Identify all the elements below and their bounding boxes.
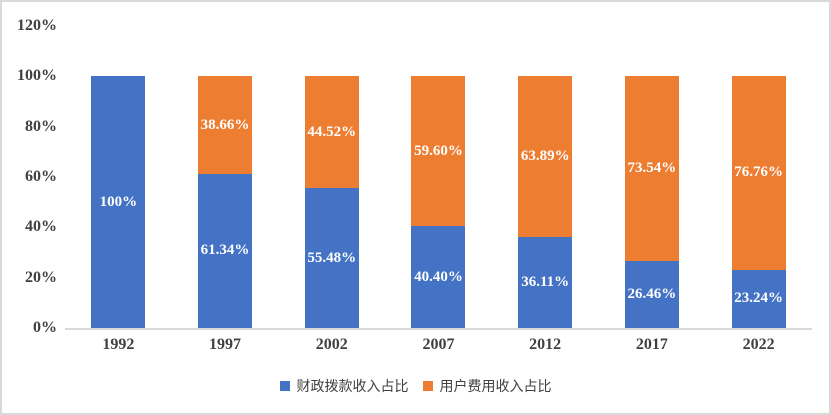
stacked-bar: 100% <box>91 26 146 328</box>
plot-area: 100% 38.66% 61.34% 44.52% 55.48% 59.60% 40.40%… <box>65 26 812 330</box>
bar-column-1997: 38.66% 61.34% <box>172 26 279 328</box>
x-axis-tick-label: 1992 <box>102 336 135 353</box>
legend-label: 用户费用收入占比 <box>439 380 552 395</box>
bar-value-label: 36.11% <box>521 274 570 291</box>
stacked-bar: 76.76% 23.24% <box>731 26 786 328</box>
y-axis-tick-label: 0% <box>33 319 57 336</box>
bar-segment: 36.11% <box>518 237 573 328</box>
y-axis-tick-label: 60% <box>25 168 57 185</box>
x-axis-tick-label: 1997 <box>209 336 242 353</box>
bar-segment: 55.48% <box>304 188 359 328</box>
y-axis-tick-label: 120% <box>17 17 57 34</box>
stacked-bar: 59.60% 40.40% <box>411 26 466 328</box>
bar-value-label: 76.76% <box>734 164 783 181</box>
bar-value-label: 40.40% <box>414 268 463 285</box>
legend-item: 财政拨款收入占比 <box>279 376 409 396</box>
stacked-bar: 63.89% 36.11% <box>518 26 573 328</box>
legend-item: 用户费用收入占比 <box>422 376 552 396</box>
x-axis-tick-label: 2002 <box>315 336 348 353</box>
bar-segment: 40.40% <box>411 226 466 328</box>
y-axis-tick-label: 40% <box>25 218 57 236</box>
bar-column-2007: 59.60% 40.40% <box>385 26 492 328</box>
bar-value-label: 73.54% <box>627 160 677 177</box>
x-axis-tick-label: 2012 <box>529 336 562 353</box>
bar-value-label: 59.60% <box>414 142 463 159</box>
stacked-bar: 44.52% 55.48% <box>304 26 359 328</box>
stacked-bar: 38.66% 61.34% <box>198 26 253 328</box>
legend-label: 财政拨款收入占比 <box>296 380 409 395</box>
bar-segment: 23.24% <box>731 269 786 328</box>
bar-column-2012: 63.89% 36.11% <box>492 26 599 328</box>
bar-value-label: 38.66% <box>200 116 250 133</box>
bar-segment: 26.46% <box>624 261 679 328</box>
y-axis-tick-label: 100% <box>17 67 57 85</box>
y-axis: 0% 20% 40% 60% 80% 100% 120% <box>2 17 57 336</box>
bar-column-2022: 76.76% 23.24% <box>705 26 812 328</box>
bar-segment: 76.76% <box>731 76 786 270</box>
x-axis-labels: 1992 1997 2002 2007 2012 2017 2022 <box>65 336 812 354</box>
bar-segment: 59.60% <box>411 76 466 227</box>
x-axis-tick-label: 2007 <box>422 336 455 353</box>
y-axis-tick-label: 80% <box>25 117 57 135</box>
legend-swatch-icon <box>422 381 433 391</box>
x-axis-tick-label: 2017 <box>635 336 668 353</box>
y-axis-tick-label: 20% <box>25 268 57 286</box>
bar-column-2017: 73.54% 26.46% <box>599 26 706 328</box>
bar-value-label: 44.52% <box>307 123 357 140</box>
bar-value-label: 61.34% <box>200 242 250 259</box>
bar-value-label: 55.48% <box>307 249 357 266</box>
x-axis-tick-label: 2022 <box>742 336 775 353</box>
bar-segment: 61.34% <box>198 173 253 328</box>
bar-column-2002: 44.52% 55.48% <box>278 26 385 328</box>
bar-segment: 38.66% <box>198 76 253 174</box>
bar-segment: 73.54% <box>624 76 679 262</box>
stacked-bar: 73.54% 26.46% <box>624 26 679 328</box>
bar-value-label: 23.24% <box>734 290 783 307</box>
bar-segment: 63.89% <box>518 76 573 238</box>
bar-segment: 100% <box>91 76 146 328</box>
chart-legend: 财政拨款收入占比 用户费用收入占比 <box>2 376 829 396</box>
bar-value-label: 26.46% <box>627 286 677 303</box>
bar-segment: 44.52% <box>304 76 359 189</box>
bar-value-label: 100% <box>99 193 138 210</box>
legend-swatch-icon <box>279 381 290 391</box>
bar-column-1992: 100% <box>65 26 172 328</box>
bar-value-label: 63.89% <box>520 148 570 165</box>
